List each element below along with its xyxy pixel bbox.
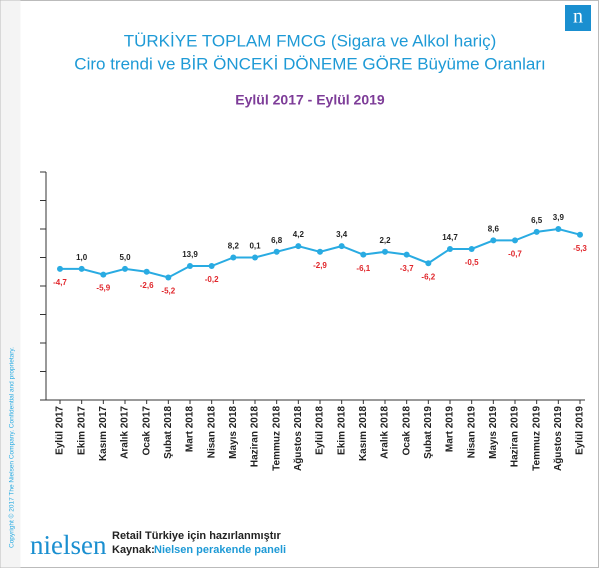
data-label: 4,2 xyxy=(293,230,305,239)
data-label: 14,7 xyxy=(442,233,458,242)
point xyxy=(512,237,518,244)
x-tick-label: Kasım 2018 xyxy=(358,406,369,461)
data-label: -5,3 xyxy=(573,244,587,253)
x-tick-label: Haziran 2019 xyxy=(510,406,521,468)
point xyxy=(317,248,323,255)
data-label: 8,6 xyxy=(488,225,500,234)
footer-logo: nielsen xyxy=(30,530,107,560)
data-label: -4,7 xyxy=(53,278,67,287)
data-label: 3,9 xyxy=(553,213,565,222)
copyright: Copyright © 2017 The Nielsen Company. Co… xyxy=(8,347,16,548)
data-label: -3,7 xyxy=(400,264,414,273)
point xyxy=(57,265,63,272)
point xyxy=(447,245,453,252)
data-label: -0,2 xyxy=(205,275,219,284)
data-label: 6,8 xyxy=(271,236,283,245)
x-tick-label: Şubat 2019 xyxy=(423,406,434,459)
data-label: 3,4 xyxy=(336,230,348,239)
point xyxy=(533,228,540,235)
point xyxy=(425,260,432,267)
point xyxy=(143,268,150,275)
point xyxy=(490,237,497,244)
data-label: -6,1 xyxy=(356,264,370,273)
point xyxy=(252,254,258,261)
data-label: -2,6 xyxy=(140,281,154,290)
x-tick-label: Haziran 2018 xyxy=(250,406,261,468)
data-label: -0,7 xyxy=(508,250,522,259)
side-strip xyxy=(0,0,21,568)
logo: n xyxy=(573,6,583,28)
data-label: 5,0 xyxy=(119,253,131,262)
source: Nielsen perakende paneli xyxy=(154,544,286,556)
x-tick-label: Ocak 2017 xyxy=(141,406,152,456)
data-label: 1,0 xyxy=(76,253,88,262)
x-tick-label: Eylül 2019 xyxy=(575,406,586,455)
x-tick-label: Kasım 2017 xyxy=(98,406,109,461)
point xyxy=(230,254,237,261)
point xyxy=(338,243,345,250)
data-label: 6,5 xyxy=(531,216,543,225)
point xyxy=(78,265,85,272)
x-tick-label: Ağustos 2019 xyxy=(553,406,564,471)
x-tick-label: Eylül 2017 xyxy=(55,406,66,455)
data-label: 0,1 xyxy=(249,242,261,251)
x-tick-label: Aralık 2017 xyxy=(120,406,131,459)
period: Eylül 2017 - Eylül 2019 xyxy=(235,92,385,108)
point xyxy=(208,263,215,270)
data-label: -5,9 xyxy=(96,284,110,293)
data-label: 2,2 xyxy=(379,236,391,245)
data-label: -2,9 xyxy=(313,261,327,270)
source-label: Kaynak: xyxy=(112,544,155,556)
x-tick-label: Nisan 2018 xyxy=(206,406,217,459)
footer-note: Retail Türkiye için hazırlanmıştır xyxy=(112,530,281,542)
data-label: 8,2 xyxy=(228,242,240,251)
x-tick-label: Ocak 2018 xyxy=(401,406,412,456)
x-tick-label: Aralık 2018 xyxy=(380,406,391,459)
x-tick-label: Şubat 2018 xyxy=(163,406,174,459)
point xyxy=(555,226,562,232)
data-label: -6,2 xyxy=(421,272,435,281)
point xyxy=(165,274,172,281)
point xyxy=(122,265,128,272)
point xyxy=(360,251,367,258)
x-tick-label: Temmuz 2018 xyxy=(271,406,282,471)
data-label: -0,5 xyxy=(465,258,479,267)
x-tick-label: Mayıs 2018 xyxy=(228,406,239,459)
x-tick-label: Ekim 2017 xyxy=(76,406,87,455)
point xyxy=(295,243,302,250)
point xyxy=(403,251,410,258)
chart-subtitle: Ciro trendi ve BİR ÖNCEKİ DÖNEME GÖRE Bü… xyxy=(74,54,545,73)
point xyxy=(100,271,107,278)
point xyxy=(382,248,388,255)
x-tick-label: Mart 2018 xyxy=(185,406,196,453)
data-label: -5,2 xyxy=(161,287,175,296)
x-tick-label: Mayıs 2019 xyxy=(488,406,499,459)
point xyxy=(187,263,193,270)
x-tick-label: Nisan 2019 xyxy=(466,406,477,459)
data-label: 13,9 xyxy=(182,250,198,259)
x-tick-label: Eylül 2018 xyxy=(315,406,326,455)
x-tick-label: Mart 2019 xyxy=(445,406,456,453)
point xyxy=(273,248,280,255)
x-tick-label: Ağustos 2018 xyxy=(293,406,304,471)
point xyxy=(577,231,583,238)
x-tick-label: Ekim 2018 xyxy=(336,406,347,455)
x-tick-label: Temmuz 2019 xyxy=(531,406,542,471)
point xyxy=(468,245,475,252)
chart-title: TÜRKİYE TOPLAM FMCG (Sigara ve Alkol har… xyxy=(124,31,497,50)
logo-box xyxy=(565,5,591,31)
